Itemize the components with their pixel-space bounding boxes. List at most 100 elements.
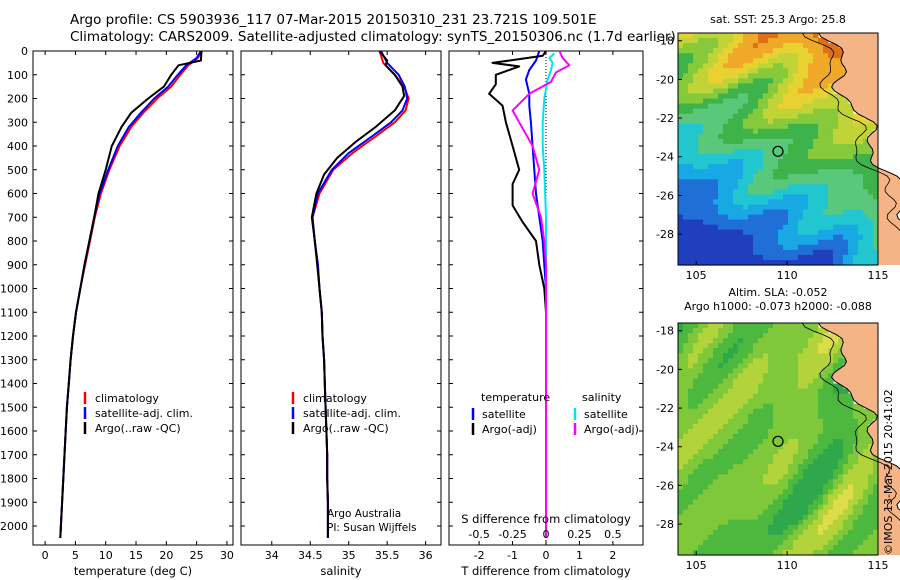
- heatmap-cell: [823, 164, 829, 170]
- heatmap-cell: [763, 519, 769, 526]
- heatmap-cell: [843, 408, 849, 415]
- heatmap-cell: [733, 403, 739, 410]
- heatmap-cell: [733, 469, 739, 475]
- heatmap-cell: [828, 413, 834, 420]
- heatmap-cell: [828, 169, 834, 175]
- heatmap-cell: [698, 98, 704, 105]
- heatmap-cell: [843, 128, 849, 135]
- heatmap-cell: [763, 428, 769, 435]
- heatmap-cell: [833, 144, 839, 150]
- heatmap-cell: [768, 128, 774, 135]
- heatmap-cell: [823, 118, 829, 125]
- heatmap-cell: [693, 194, 699, 200]
- heatmap-cell: [848, 103, 854, 110]
- heatmap-cell: [823, 224, 829, 231]
- heatmap-cell: [763, 199, 769, 205]
- heatmap-cell: [748, 83, 754, 89]
- heatmap-cell: [853, 118, 859, 125]
- heatmap-cell: [823, 519, 829, 526]
- heatmap-cell: [698, 229, 704, 236]
- heatmap-cell: [788, 144, 794, 150]
- heatmap-cell: [718, 103, 724, 110]
- heatmap-cell: [833, 174, 839, 180]
- heatmap-cell: [753, 333, 759, 339]
- heatmap-cell: [763, 159, 769, 165]
- heatmap-cell: [793, 234, 799, 241]
- heatmap-cell: [708, 539, 714, 546]
- heatmap-cell: [848, 439, 854, 445]
- heatmap-cell: [748, 338, 754, 344]
- heatmap-cell: [808, 439, 814, 445]
- heatmap-cell: [768, 144, 774, 150]
- heatmap-cell: [688, 449, 694, 455]
- heatmap-cell: [728, 73, 734, 79]
- heatmap-cell: [683, 179, 689, 185]
- heatmap-cell: [738, 444, 744, 450]
- heatmap-cell: [678, 494, 684, 501]
- heatmap-cell: [743, 358, 749, 364]
- heatmap-cell: [843, 544, 849, 551]
- heatmap-cell: [818, 378, 824, 385]
- heatmap-cell: [793, 68, 799, 74]
- heatmap-cell: [753, 219, 759, 226]
- heatmap-cell: [763, 229, 769, 236]
- heatmap-cell: [738, 519, 744, 526]
- heatmap-cell: [758, 333, 764, 339]
- heatmap-cell: [738, 550, 744, 556]
- heatmap-cell: [748, 214, 754, 221]
- heatmap-cell: [683, 224, 689, 231]
- heatmap-cell: [738, 138, 744, 145]
- heatmap-cell: [713, 58, 719, 64]
- heatmap-cell: [718, 499, 724, 506]
- heatmap-cell: [688, 428, 694, 435]
- heatmap-cell: [733, 534, 739, 541]
- heatmap-cell: [753, 383, 759, 390]
- heatmap-cell: [858, 214, 864, 221]
- heatmap-cell: [753, 504, 759, 511]
- heatmap-cell: [678, 58, 684, 64]
- heatmap-cell: [873, 484, 879, 490]
- heatmap-cell: [713, 209, 719, 216]
- heatmap-cell: [778, 408, 784, 415]
- profile-panel-salinity: 34 34.5 35 35.5 36salinityclimatologysatelli…: [240, 50, 442, 578]
- heatmap-cell: [808, 383, 814, 390]
- heatmap-cell: [748, 348, 754, 354]
- heatmap-cell: [848, 539, 854, 546]
- heatmap-cell: [758, 204, 764, 211]
- heatmap-cell: [708, 33, 714, 39]
- heatmap-cell: [728, 524, 734, 531]
- heatmap-cell: [773, 214, 779, 221]
- heatmap-cell: [823, 408, 829, 415]
- heatmap-cell: [683, 469, 689, 475]
- heatmap-cell: [838, 169, 844, 175]
- heatmap-cell: [813, 78, 819, 84]
- heatmap-cell: [783, 459, 789, 465]
- heatmap-cell: [733, 33, 739, 39]
- map-title: Altim. SLA: -0.052: [728, 286, 827, 299]
- heatmap-cell: [728, 224, 734, 231]
- heatmap-cell: [823, 403, 829, 410]
- heatmap-cell: [708, 234, 714, 241]
- x-tick-label: 30: [220, 549, 234, 562]
- heatmap-cell: [758, 118, 764, 125]
- heatmap-cell: [763, 78, 769, 84]
- heatmap-cell: [738, 398, 744, 405]
- heatmap-cell: [713, 184, 719, 190]
- heatmap-cell: [718, 169, 724, 175]
- heatmap-cell: [863, 224, 869, 231]
- heatmap-cell: [723, 179, 729, 185]
- heatmap-cell: [788, 504, 794, 511]
- heatmap-cell: [798, 33, 804, 39]
- heatmap-cell: [783, 48, 789, 54]
- heatmap-cell: [718, 209, 724, 216]
- heatmap-cell: [718, 108, 724, 115]
- heatmap-cell: [693, 539, 699, 546]
- heatmap-cell: [728, 38, 734, 44]
- heatmap-cell: [723, 368, 729, 374]
- heatmap-cell: [763, 378, 769, 385]
- heatmap-cell: [853, 133, 859, 140]
- heatmap-cell: [743, 229, 749, 236]
- heatmap-cell: [728, 128, 734, 135]
- heatmap-cell: [748, 260, 754, 266]
